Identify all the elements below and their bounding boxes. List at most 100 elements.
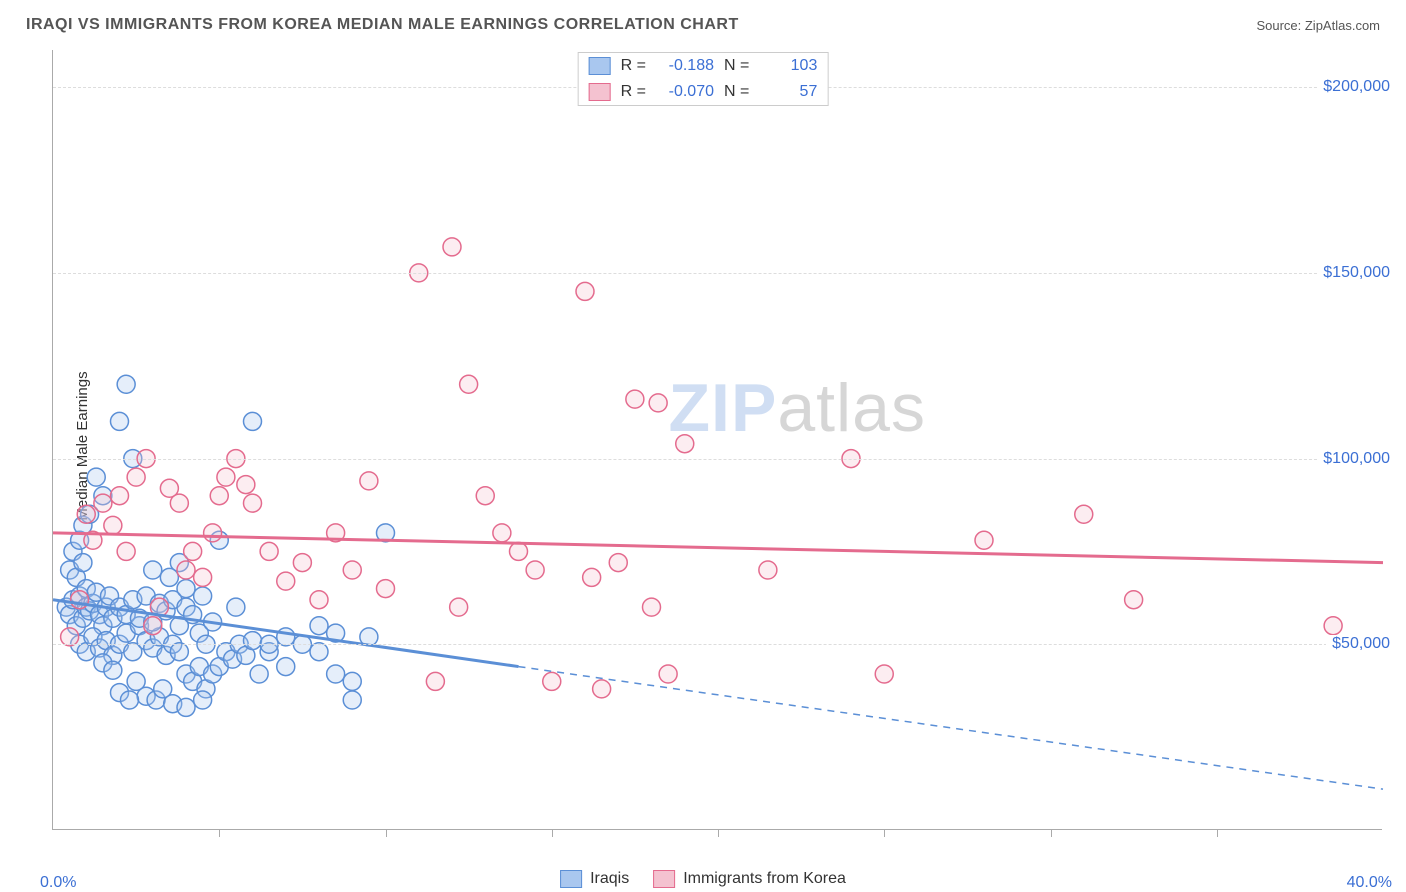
data-point — [177, 580, 195, 598]
data-point — [87, 468, 105, 486]
data-point — [426, 672, 444, 690]
data-point — [643, 598, 661, 616]
data-point — [111, 487, 129, 505]
data-point — [244, 494, 262, 512]
data-point — [277, 628, 295, 646]
data-point — [659, 665, 677, 683]
source-label: Source: ZipAtlas.com — [1256, 18, 1380, 33]
data-point — [626, 390, 644, 408]
data-point — [975, 531, 993, 549]
data-point — [177, 561, 195, 579]
data-point — [170, 494, 188, 512]
data-point — [94, 494, 112, 512]
n-value: 57 — [759, 83, 817, 101]
data-point — [343, 691, 361, 709]
data-point — [244, 412, 262, 430]
data-point — [260, 542, 278, 560]
data-point — [194, 568, 212, 586]
n-label: N = — [724, 57, 749, 75]
x-tick — [386, 829, 387, 837]
x-min-label: 0.0% — [40, 874, 76, 892]
r-label: R = — [621, 57, 646, 75]
data-point — [360, 472, 378, 490]
y-tick-label: $50,000 — [1326, 635, 1390, 653]
data-point — [1324, 617, 1342, 635]
data-point — [104, 516, 122, 534]
y-tick-label: $100,000 — [1317, 450, 1390, 468]
r-value: -0.070 — [656, 83, 714, 101]
data-point — [77, 505, 95, 523]
scatter-plot — [53, 50, 1382, 829]
n-value: 103 — [759, 57, 817, 75]
x-tick — [1217, 829, 1218, 837]
data-point — [244, 632, 262, 650]
data-point — [74, 554, 92, 572]
data-point — [277, 572, 295, 590]
n-label: N = — [724, 83, 749, 101]
x-tick — [552, 829, 553, 837]
data-point — [343, 561, 361, 579]
data-point — [204, 524, 222, 542]
x-tick — [1051, 829, 1052, 837]
data-point — [510, 542, 528, 560]
data-point — [61, 628, 79, 646]
r-value: -0.188 — [656, 57, 714, 75]
x-tick — [219, 829, 220, 837]
y-tick-label: $150,000 — [1317, 264, 1390, 282]
data-point — [293, 554, 311, 572]
data-point — [111, 412, 129, 430]
data-point — [310, 591, 328, 609]
data-point — [377, 580, 395, 598]
x-tick — [718, 829, 719, 837]
data-point — [493, 524, 511, 542]
data-point — [543, 672, 561, 690]
data-point — [227, 598, 245, 616]
chart-title: IRAQI VS IMMIGRANTS FROM KOREA MEDIAN MA… — [26, 16, 739, 34]
data-point — [443, 238, 461, 256]
data-point — [194, 691, 212, 709]
r-label: R = — [621, 83, 646, 101]
data-point — [450, 598, 468, 616]
data-point — [593, 680, 611, 698]
bottom-legend: Iraqis Immigrants from Korea — [560, 870, 846, 888]
bottom-legend-item: Iraqis — [560, 870, 629, 888]
data-point — [117, 542, 135, 560]
data-point — [177, 698, 195, 716]
legend-swatch — [589, 57, 611, 75]
legend-label: Iraqis — [590, 870, 629, 888]
data-point — [277, 658, 295, 676]
data-point — [170, 643, 188, 661]
gridline — [53, 644, 1382, 645]
data-point — [104, 661, 122, 679]
data-point — [875, 665, 893, 683]
legend-swatch — [589, 83, 611, 101]
data-point — [327, 665, 345, 683]
data-point — [117, 375, 135, 393]
data-point — [460, 375, 478, 393]
data-point — [649, 394, 667, 412]
data-point — [237, 476, 255, 494]
bottom-legend-item: Immigrants from Korea — [653, 870, 846, 888]
data-point — [250, 665, 268, 683]
stats-legend-row: R = -0.188 N = 103 — [579, 53, 828, 79]
stats-legend-row: R = -0.070 N = 57 — [579, 79, 828, 105]
data-point — [120, 691, 138, 709]
data-point — [144, 617, 162, 635]
data-point — [676, 435, 694, 453]
data-point — [476, 487, 494, 505]
data-point — [576, 282, 594, 300]
data-point — [1125, 591, 1143, 609]
x-tick — [884, 829, 885, 837]
data-point — [127, 468, 145, 486]
data-point — [1075, 505, 1093, 523]
data-point — [583, 568, 601, 586]
legend-swatch — [560, 870, 582, 888]
trend-line-extrapolated — [519, 667, 1384, 790]
y-tick-label: $200,000 — [1317, 78, 1390, 96]
legend-swatch — [653, 870, 675, 888]
trend-line — [53, 533, 1383, 563]
data-point — [526, 561, 544, 579]
stats-legend: R = -0.188 N = 103 R = -0.070 N = 57 — [578, 52, 829, 106]
data-point — [310, 643, 328, 661]
data-point — [609, 554, 627, 572]
